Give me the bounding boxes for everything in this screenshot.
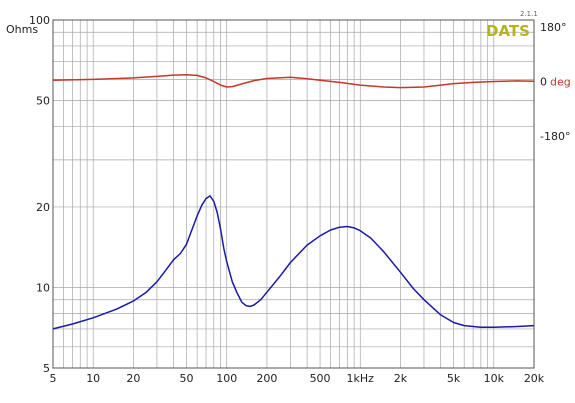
y-tick-label: 50: [36, 95, 50, 108]
y2-tick-label: -180°: [540, 130, 570, 143]
left-axis-unit: Ohms: [6, 23, 38, 36]
x-tick-label: 1kHz: [347, 372, 375, 385]
x-tick-label: 5: [50, 372, 57, 385]
x-tick-label: 200: [256, 372, 277, 385]
y-tick-label: 100: [29, 14, 50, 27]
impedance-curve: [52, 195, 535, 330]
y-tick-label: 20: [36, 201, 50, 214]
x-tick-label: 10: [86, 372, 100, 385]
brand-logo: DATS: [486, 22, 530, 40]
y-tick-labels: 100 50 20 10 5: [29, 14, 50, 375]
y-tick-label: 5: [43, 362, 50, 375]
phase-curve: [52, 74, 535, 89]
x-tick-label: 2k: [394, 372, 408, 385]
x-tick-labels: 5 10 20 50 100 200 500 1kHz 2k 5k 10k 20k: [50, 372, 545, 385]
x-tick-label: 5k: [447, 372, 461, 385]
x-tick-label: 100: [216, 372, 237, 385]
y2-tick-label: 180°: [540, 21, 567, 34]
x-tick-label: 500: [310, 372, 331, 385]
x-tick-label: 20: [126, 372, 140, 385]
series-layer: [52, 74, 535, 330]
plot-frame: [52, 19, 535, 369]
x-tick-label: 10k: [484, 372, 505, 385]
x-tick-label: 50: [180, 372, 194, 385]
x-tick-label: 20k: [524, 372, 545, 385]
y-tick-label: 10: [36, 281, 50, 294]
brand-version: 2.1.1: [520, 10, 538, 18]
right-axis-unit: deg: [550, 76, 571, 89]
y2-tick-label: 0 deg: [540, 76, 571, 89]
